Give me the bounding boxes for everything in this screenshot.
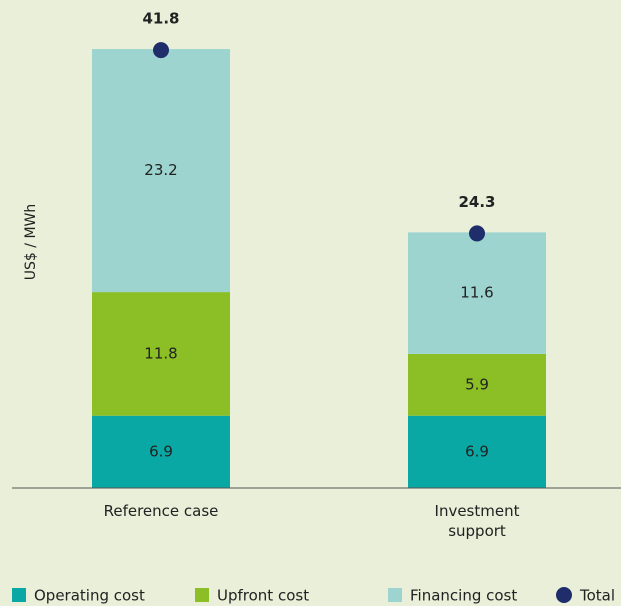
legend-label: Upfront cost [217,587,309,605]
value-label: 5.9 [465,375,489,393]
legend-swatch [556,587,572,603]
x-tick-label: Investment support [434,502,520,540]
legend-swatch [388,588,402,602]
total-marker [469,225,485,242]
x-tick-label: Reference case [103,502,219,520]
value-label: 11.6 [460,284,493,302]
value-label: 6.9 [149,442,173,460]
bar-segment [408,353,546,416]
legend-label: Financing cost [410,587,517,605]
value-label: 6.9 [465,442,489,460]
legend-label: Operating cost [34,587,145,605]
bar-segment [408,415,546,488]
y-axis-label: US$ / MWh [23,204,39,280]
total-marker [153,42,169,59]
total-label: 41.8 [142,10,179,28]
legend-swatch [12,588,26,602]
value-label: 23.2 [144,161,177,179]
bar-segment [408,232,546,354]
total-label: 24.3 [458,193,495,211]
legend-label: Total [579,587,615,605]
bar-segment [92,415,230,488]
bar-segment [92,49,230,293]
legend-swatch [195,588,209,602]
value-label: 11.8 [144,344,177,362]
bar-segment [92,292,230,416]
